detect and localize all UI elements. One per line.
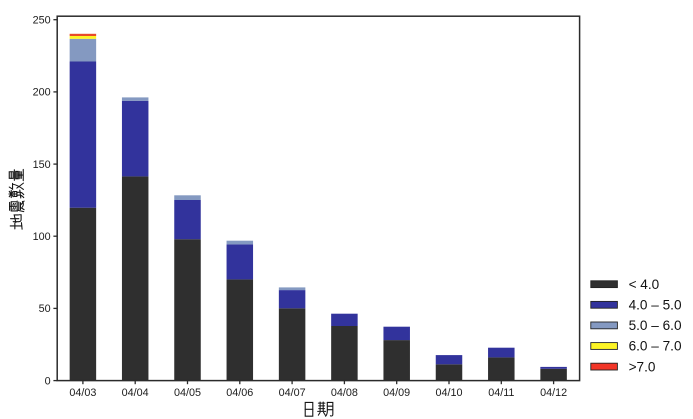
svg-text:100: 100: [33, 231, 51, 243]
svg-text:150: 150: [33, 159, 51, 171]
svg-text:200: 200: [33, 87, 51, 99]
svg-text:5.0 – 6.0: 5.0 – 6.0: [629, 318, 682, 333]
svg-text:250: 250: [33, 15, 51, 27]
svg-text:0: 0: [45, 375, 51, 387]
svg-text:04/07: 04/07: [279, 387, 306, 399]
svg-text:6.0 – 7.0: 6.0 – 7.0: [629, 339, 682, 354]
svg-text:04/03: 04/03: [69, 387, 96, 399]
svg-text:04/06: 04/06: [226, 387, 253, 399]
svg-text:04/12: 04/12: [540, 387, 567, 399]
svg-text:04/11: 04/11: [488, 387, 514, 399]
svg-text:4.0 – 5.0: 4.0 – 5.0: [629, 298, 682, 313]
svg-text:50: 50: [39, 303, 51, 315]
svg-text:< 4.0: < 4.0: [629, 277, 660, 292]
svg-text:04/10: 04/10: [435, 387, 462, 399]
svg-text:04/04: 04/04: [122, 387, 149, 399]
svg-text:04/08: 04/08: [331, 387, 358, 399]
svg-text:04/09: 04/09: [383, 387, 410, 399]
svg-text:>7.0: >7.0: [629, 359, 656, 374]
svg-text:04/05: 04/05: [174, 387, 201, 399]
